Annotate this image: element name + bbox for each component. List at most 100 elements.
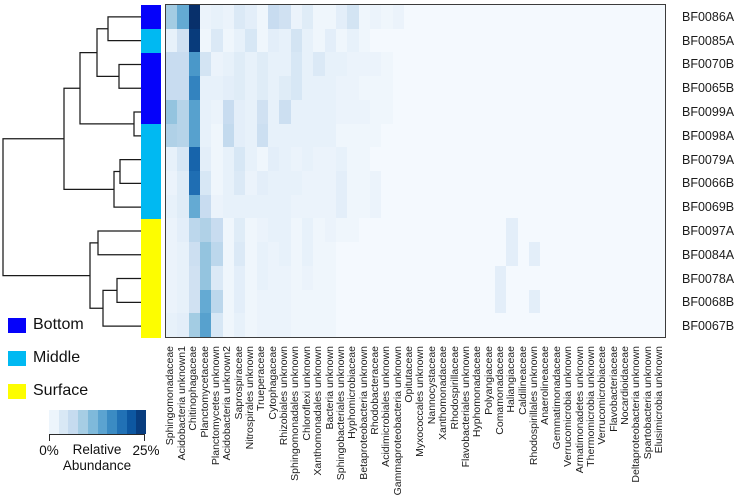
heatmap-cell — [211, 99, 223, 124]
heatmap-cell — [392, 242, 405, 266]
heatmap-cell — [653, 76, 665, 100]
heatmap-cell — [188, 28, 201, 53]
column-label: Hyphomicrobiaceae — [346, 346, 359, 439]
heatmap-cell — [290, 76, 303, 100]
class-strip-segment — [141, 52, 161, 77]
heatmap-cell — [472, 147, 484, 171]
heatmap-cell — [517, 170, 529, 195]
heatmap-cell — [506, 147, 518, 171]
colorbar-step — [97, 410, 108, 434]
heatmap-cell — [358, 218, 371, 243]
heatmap-cell — [653, 218, 665, 243]
heatmap-cell — [653, 123, 665, 148]
colorbar-step — [116, 410, 127, 434]
heatmap-cell — [268, 28, 280, 53]
heatmap-cell — [268, 123, 280, 148]
heatmap-cell — [222, 313, 235, 337]
legend-item-bottom: Bottom — [8, 316, 84, 334]
heatmap-cell — [438, 170, 450, 195]
heatmap-cell — [211, 218, 223, 243]
class-strip-segment — [141, 290, 161, 315]
heatmap-cell — [506, 5, 518, 29]
heatmap-cell — [392, 289, 405, 314]
heatmap-cell — [392, 123, 405, 148]
heatmap-cell — [336, 99, 348, 124]
heatmap-cell — [596, 5, 609, 29]
heatmap-cell — [336, 265, 348, 290]
heatmap-cell — [494, 265, 507, 290]
heatmap-cell — [585, 28, 597, 53]
heatmap-cell — [517, 289, 529, 314]
heatmap-cell — [551, 52, 563, 77]
heatmap-cell — [279, 123, 291, 148]
heatmap-cell — [472, 313, 484, 337]
heatmap-cell — [562, 265, 575, 290]
heatmap-cell — [619, 218, 631, 243]
heatmap-cell — [540, 265, 552, 290]
class-strip-segment — [141, 28, 161, 53]
heatmap-cell — [211, 170, 223, 195]
heatmap-cell — [268, 147, 280, 171]
heatmap-cell — [177, 52, 189, 77]
heatmap-cell — [449, 218, 461, 243]
heatmap-cell — [324, 170, 337, 195]
heatmap-cell — [381, 5, 393, 29]
heatmap-cell — [256, 28, 269, 53]
heatmap-cell — [234, 170, 246, 195]
column-label: Elusimicrobia unknown — [653, 346, 666, 454]
heatmap-cell — [642, 123, 654, 148]
heatmap-cell — [460, 313, 473, 337]
heatmap-cell — [279, 52, 291, 77]
heatmap-cell — [494, 147, 507, 171]
heatmap-cell — [517, 218, 529, 243]
heatmap-cell — [506, 289, 518, 314]
heatmap-cell — [596, 28, 609, 53]
heatmap-cell — [268, 218, 280, 243]
heatmap-cell — [279, 265, 291, 290]
class-strip-segment — [141, 219, 161, 243]
heatmap-cell — [324, 242, 337, 266]
column-label: Saprospiraceae — [232, 346, 245, 420]
heatmap-cell — [438, 123, 450, 148]
heatmap-cell — [358, 147, 371, 171]
heatmap-cell — [347, 242, 359, 266]
heatmap-cell — [347, 5, 359, 29]
heatmap-cell — [460, 242, 473, 266]
heatmap-cell — [608, 28, 620, 53]
heatmap-cell — [528, 289, 541, 314]
heatmap-cell — [347, 76, 359, 100]
heatmap-cell — [585, 123, 597, 148]
column-label: Armatimonadetes unknown — [573, 346, 586, 474]
class-strip-segment — [141, 5, 161, 29]
heatmap-cell — [211, 28, 223, 53]
column-label: Acidobacteria unknown2 — [221, 346, 234, 461]
heatmap-cell — [438, 99, 450, 124]
heatmap-cell — [211, 242, 223, 266]
heatmap-cell — [234, 5, 246, 29]
heatmap-cell — [608, 313, 620, 337]
heatmap-cell — [494, 5, 507, 29]
heatmap-cell — [415, 123, 427, 148]
heatmap-cell — [222, 289, 235, 314]
heatmap-cell — [460, 265, 473, 290]
heatmap-cell — [528, 242, 541, 266]
bottom-label: Bottom — [33, 316, 84, 333]
heatmap-cell — [324, 5, 337, 29]
class-strip-segment — [141, 242, 161, 267]
column-label: Anaerolineaceae — [539, 346, 552, 425]
heatmap-cell — [426, 28, 439, 53]
heatmap-cell — [483, 99, 495, 124]
heatmap-cell — [426, 123, 439, 148]
heatmap-cell — [313, 313, 325, 337]
heatmap-cell — [381, 52, 393, 77]
heatmap-cell — [574, 265, 586, 290]
heatmap-cell — [449, 123, 461, 148]
heatmap-cell — [177, 76, 189, 100]
heatmap-cell — [608, 289, 620, 314]
heatmap-cell — [596, 52, 609, 77]
heatmap-cell — [574, 123, 586, 148]
colorbar-step — [68, 410, 79, 434]
heatmap-cell — [302, 289, 314, 314]
column-label: Xanthomonadaceae — [437, 346, 450, 440]
